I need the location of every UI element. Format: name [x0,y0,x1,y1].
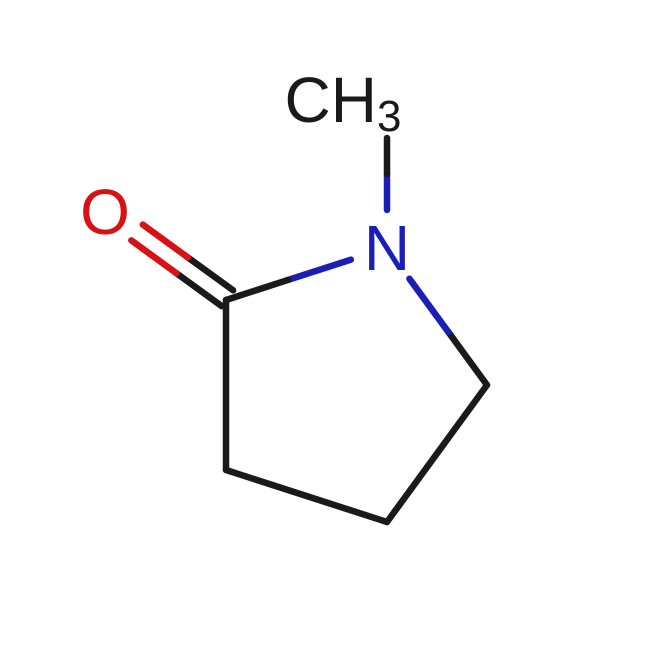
atom-label-o: O [80,176,130,248]
bond-segment [226,470,387,522]
bond-segment [448,332,487,385]
bond-segment [288,260,350,280]
atom-label-ch3: CH3 [285,64,402,141]
atom-label-n: N [364,212,410,284]
bond-segment [409,279,448,332]
bond-segment [387,385,487,522]
chemical-structure: N O CH3 [0,0,650,650]
